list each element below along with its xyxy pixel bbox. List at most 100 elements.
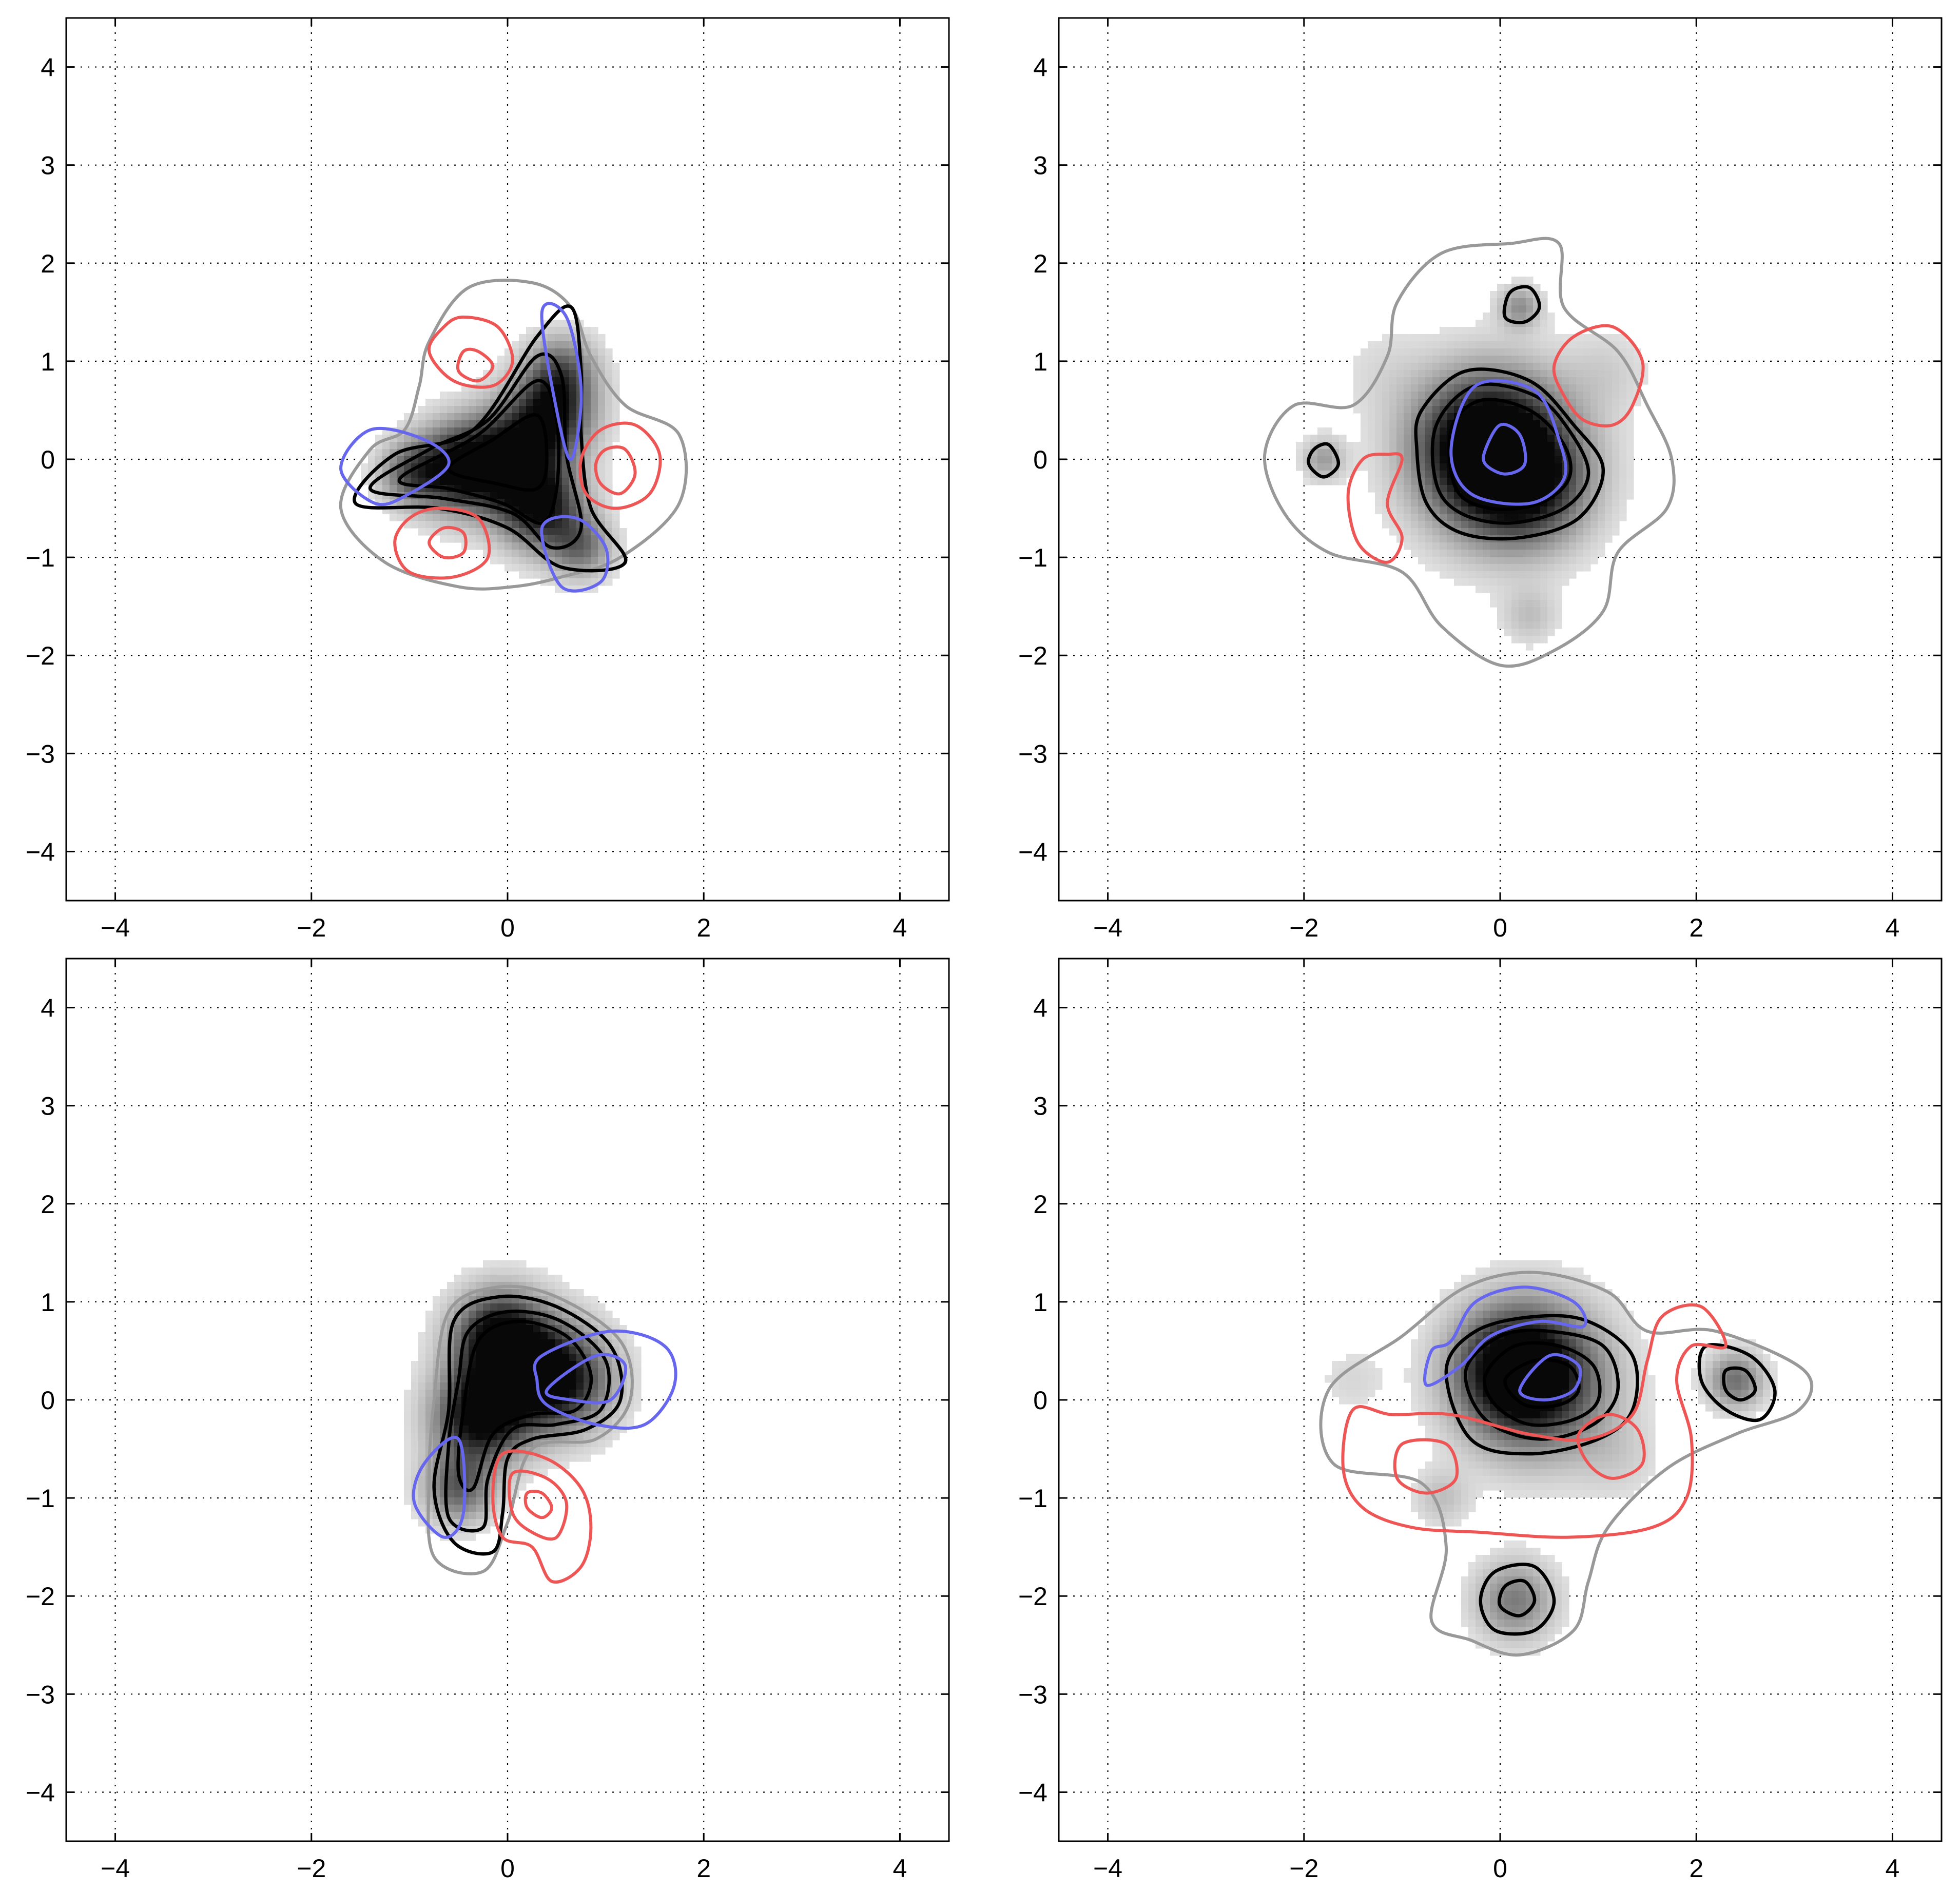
- density-cell: [1490, 1390, 1498, 1397]
- contour-blue-4: [533, 1329, 677, 1430]
- contour-blue-5: [339, 426, 451, 506]
- density-cell: [1547, 348, 1555, 356]
- density-cell: [1526, 1483, 1534, 1491]
- density-cell: [1468, 564, 1476, 572]
- contour-black-10: [1722, 1366, 1757, 1402]
- density-cell: [526, 471, 534, 478]
- density-cell: [540, 1382, 548, 1390]
- density-cell: [425, 1368, 433, 1376]
- density-cell: [1490, 557, 1498, 564]
- density-cell: [1533, 1461, 1541, 1469]
- density-cell: [569, 399, 577, 406]
- density-cell: [504, 1404, 512, 1412]
- density-cell: [1483, 413, 1490, 421]
- density-cell: [418, 471, 426, 478]
- density-cell: [1569, 1303, 1577, 1311]
- contour-black-4: [1503, 1358, 1581, 1409]
- density-cell: [1547, 550, 1555, 557]
- density-cell: [1540, 1282, 1548, 1290]
- density-cell: [1468, 1483, 1476, 1491]
- density-cell: [1440, 1418, 1447, 1426]
- density-cell: [1425, 1325, 1433, 1333]
- density-cell: [447, 1497, 455, 1505]
- density-cell: [1476, 1483, 1483, 1491]
- density-cell: [497, 1354, 505, 1361]
- density-cell: [1511, 1375, 1519, 1383]
- density-cell: [1454, 427, 1462, 435]
- density-cell: [533, 456, 541, 464]
- density-cell: [1749, 1361, 1756, 1369]
- y-tick-label: −3: [1018, 739, 1047, 768]
- density-cell: [483, 1339, 491, 1347]
- density-cell: [1511, 1605, 1519, 1613]
- density-cell: [1468, 456, 1476, 464]
- contour-blue-4: [1449, 379, 1568, 506]
- density-cell: [1425, 557, 1433, 564]
- density-cell: [497, 1275, 505, 1282]
- density-cell: [591, 341, 598, 349]
- density-cell: [584, 1447, 591, 1455]
- density-cell: [1605, 392, 1613, 399]
- density-cell: [605, 521, 613, 529]
- contour-red-9: [456, 347, 495, 383]
- density-cell: [1555, 521, 1562, 529]
- density-cell: [497, 420, 505, 428]
- density-cell: [548, 1361, 555, 1369]
- density-cell: [1511, 607, 1519, 615]
- density-cell: [1648, 1469, 1656, 1476]
- density-cell: [1648, 1433, 1656, 1440]
- density-cell: [1396, 334, 1404, 342]
- density-cell: [1605, 435, 1613, 442]
- density-cell: [1375, 1375, 1383, 1383]
- density-cell: [1569, 1282, 1577, 1290]
- density-cell: [483, 485, 491, 493]
- density-cell: [1547, 1490, 1555, 1498]
- density-cell: [1526, 600, 1534, 608]
- density-cell: [512, 535, 519, 543]
- density-cell: [1425, 535, 1433, 543]
- density-cell: [1490, 1260, 1498, 1268]
- density-cell: [1447, 363, 1454, 371]
- density-cell: [1590, 1289, 1598, 1297]
- density-cell: [454, 1512, 462, 1519]
- density-cell: [504, 492, 512, 500]
- density-cell: [1425, 1332, 1433, 1340]
- density-cell: [418, 1476, 426, 1484]
- density-cell: [490, 1390, 498, 1397]
- density-cell: [1447, 557, 1454, 564]
- density-cell: [1404, 456, 1411, 464]
- density-cell: [591, 557, 598, 564]
- density-cell: [1454, 557, 1462, 564]
- density-cell: [476, 1368, 483, 1376]
- density-cell: [1511, 1620, 1519, 1627]
- density-cell: [440, 1289, 448, 1297]
- density-cell: [476, 506, 483, 514]
- y-tick-label: 3: [41, 151, 55, 180]
- density-cell: [1468, 1461, 1476, 1469]
- density-cell: [605, 399, 613, 406]
- density-cell: [1504, 586, 1512, 593]
- density-cell: [1468, 449, 1476, 457]
- density-cell: [1511, 392, 1519, 399]
- density-cell: [533, 492, 541, 500]
- density-cell: [519, 478, 527, 485]
- density-cell: [540, 1282, 548, 1290]
- density-cell: [1612, 442, 1620, 450]
- density-cell: [1404, 449, 1411, 457]
- density-cell: [562, 478, 570, 485]
- density-cell: [1389, 356, 1397, 363]
- density-cell: [1483, 1440, 1490, 1448]
- density-cell: [1454, 377, 1462, 385]
- density-cell: [1425, 1426, 1433, 1433]
- density-cell: [555, 1454, 562, 1462]
- density-cell: [1713, 1411, 1720, 1419]
- density-cell: [1296, 449, 1304, 457]
- density-cell: [1540, 1275, 1548, 1282]
- y-tick-label: 0: [1033, 1386, 1047, 1415]
- density-cell: [526, 392, 534, 399]
- density-cell: [1440, 399, 1447, 406]
- density-cell: [1418, 1347, 1426, 1354]
- density-cell: [1361, 427, 1368, 435]
- density-cell: [1526, 1303, 1534, 1311]
